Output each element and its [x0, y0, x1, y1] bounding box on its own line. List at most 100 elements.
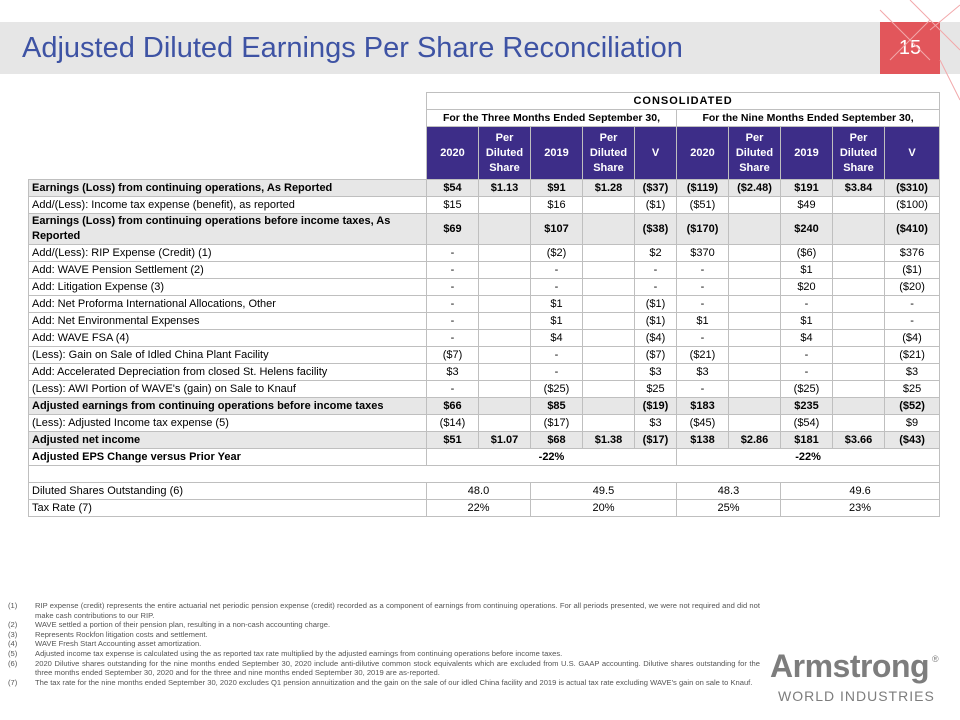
table-cell: ($100)	[883, 196, 941, 214]
table-row: Add: Accelerated Depreciation from close…	[28, 363, 941, 381]
table-cell	[832, 295, 885, 313]
table-cell: -	[530, 346, 583, 364]
table-cell	[478, 380, 531, 398]
footnote-number: (5)	[8, 648, 18, 658]
reconciliation-table: CONSOLIDATED For the Three Months Ended …	[27, 92, 941, 517]
table-cell	[728, 278, 781, 296]
footnote-text: 2020 Dilutive shares outstanding for the…	[35, 658, 760, 678]
footnote-text: Represents Rockfon litigation costs and …	[35, 629, 208, 639]
table-cell: $51	[426, 431, 479, 449]
table-cell: $25	[883, 380, 941, 398]
footnote-number: (3)	[8, 629, 18, 639]
table-cell: 23%	[779, 499, 941, 517]
row-label: (Less): AWI Portion of WAVE's (gain) on …	[28, 380, 427, 398]
table-cell: $3.66	[832, 431, 885, 449]
table-cell: $4	[780, 329, 833, 347]
page-number-badge: 15	[880, 22, 940, 74]
table-cell: $2.86	[728, 431, 781, 449]
table-cell: $1.28	[582, 179, 635, 197]
period-three-months: For the Three Months Ended September 30,	[426, 109, 677, 127]
table-cell	[728, 380, 781, 398]
table-cell	[832, 196, 885, 214]
col-header: V	[634, 126, 677, 180]
footnote-number: (4)	[8, 639, 18, 649]
table-cell: -	[634, 278, 677, 296]
table-cell	[478, 414, 531, 432]
table-cell	[832, 329, 885, 347]
table-cell	[728, 397, 781, 415]
table-cell: ($25)	[530, 380, 583, 398]
row-label: Add: WAVE FSA (4)	[28, 329, 427, 347]
table-cell: -	[780, 363, 833, 381]
table-cell	[478, 329, 531, 347]
table-cell	[832, 244, 885, 262]
table-cell: $66	[426, 397, 479, 415]
table-cell	[582, 346, 635, 364]
table-cell: 22%	[426, 499, 531, 517]
table-row: (Less): AWI Portion of WAVE's (gain) on …	[28, 380, 941, 398]
consolidated-label: CONSOLIDATED	[425, 92, 941, 110]
table-cell	[728, 295, 781, 313]
row-label: Adjusted earnings from continuing operat…	[28, 397, 427, 415]
row-label: Add: Accelerated Depreciation from close…	[28, 363, 427, 381]
table-cell: 25%	[676, 499, 781, 517]
table-cell: $181	[780, 431, 833, 449]
table-row: Add/(Less): Income tax expense (benefit)…	[28, 196, 941, 214]
table-cell	[478, 295, 531, 313]
table-cell: $235	[780, 397, 833, 415]
consolidated-header-row: CONSOLIDATED	[29, 92, 941, 110]
table-cell: $107	[530, 213, 583, 245]
period-header-row: For the Three Months Ended September 30,…	[29, 109, 941, 127]
table-cell	[582, 295, 635, 313]
table-row: Adjusted earnings from continuing operat…	[28, 397, 941, 415]
row-label: Tax Rate (7)	[28, 499, 427, 517]
table-cell: $191	[780, 179, 833, 197]
table-cell	[478, 244, 531, 262]
table-row: (Less): Adjusted Income tax expense (5)(…	[28, 414, 941, 432]
table-cell	[478, 312, 531, 330]
table-row: Earnings (Loss) from continuing operatio…	[28, 213, 941, 245]
table-cell	[728, 414, 781, 432]
table-cell	[582, 414, 635, 432]
table-cell: $49	[780, 196, 833, 214]
table-cell: -	[426, 329, 479, 347]
table-cell	[832, 278, 885, 296]
table-cell: 49.6	[779, 482, 941, 500]
table-cell: 48.0	[426, 482, 531, 500]
footnote-item: (2) WAVE settled a portion of their pensi…	[8, 620, 760, 630]
table-cell: $3	[676, 363, 729, 381]
table-cell: ($1)	[883, 261, 941, 279]
table-cell	[728, 312, 781, 330]
table-cell	[478, 261, 531, 279]
table-cell: ($1)	[634, 312, 677, 330]
table-cell: $20	[780, 278, 833, 296]
table-cell	[832, 213, 885, 245]
table-row: Adjusted net income $51 $1.07 $68 $1.38 ($17)…	[28, 431, 941, 449]
eps-change-three: -22%	[426, 448, 677, 466]
table-cell	[728, 213, 781, 245]
table-cell: 48.3	[676, 482, 781, 500]
table-cell	[728, 346, 781, 364]
col-header: Per Diluted Share	[728, 126, 781, 180]
table-cell: ($25)	[780, 380, 833, 398]
table-cell: $91	[530, 179, 583, 197]
table-cell	[832, 397, 885, 415]
table-cell: $1.13	[478, 179, 531, 197]
table-cell: -	[780, 295, 833, 313]
table-cell: ($51)	[676, 196, 729, 214]
footnote-number: (7)	[8, 677, 18, 687]
footnote-item: (3) Represents Rockfon litigation costs a…	[8, 630, 760, 640]
table-cell: $4	[530, 329, 583, 347]
footnote-item: (4) WAVE Fresh Start Accounting asset amo…	[8, 639, 760, 649]
col-header: Per Diluted Share	[582, 126, 635, 180]
table-cell: ($310)	[883, 179, 941, 197]
footnote-text: RIP expense (credit) represents the enti…	[35, 601, 760, 620]
table-cell: ($119)	[676, 179, 729, 197]
row-label: Add: Net Environmental Expenses	[28, 312, 427, 330]
table-cell	[728, 261, 781, 279]
footnote-text: WAVE settled a portion of their pension …	[35, 620, 331, 630]
row-label: Adjusted EPS Change versus Prior Year	[28, 448, 427, 466]
table-cell: $1	[530, 312, 583, 330]
decorative-lines-icon	[879, 0, 960, 101]
table-row: Add: Net Proforma International Allocati…	[28, 295, 941, 313]
